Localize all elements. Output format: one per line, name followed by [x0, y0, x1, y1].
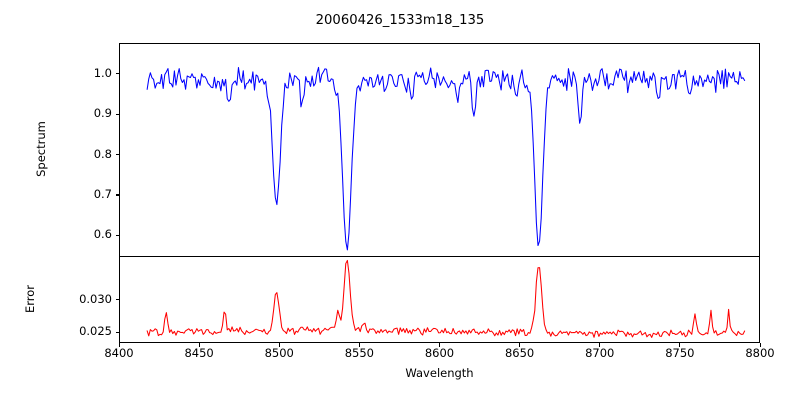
tick-mark: [599, 343, 601, 347]
y-tick-spectrum-0.6: 0.6: [93, 227, 112, 242]
x-tick-8550: 8550: [344, 346, 375, 360]
x-tick-8700: 8700: [585, 346, 615, 360]
y-tick-spectrum-0.9: 0.9: [93, 106, 112, 121]
error-series-line: [146, 259, 746, 338]
tick-mark: [198, 343, 200, 347]
tick-mark: [115, 234, 119, 236]
tick-mark: [519, 343, 521, 347]
tick-mark: [115, 299, 119, 301]
x-axis-label: Wavelength: [405, 366, 474, 380]
x-tick-8400: 8400: [104, 346, 134, 360]
tick-mark: [115, 73, 119, 75]
tick-mark: [358, 343, 360, 347]
tick-mark: [115, 113, 119, 115]
spectrum-panel: [119, 43, 760, 257]
tick-mark: [115, 331, 119, 333]
x-tick-8600: 8600: [424, 346, 455, 360]
y-axis-label-error: Error: [23, 284, 37, 314]
y-tick-spectrum-1.0: 1.0: [93, 65, 112, 80]
spectrum-series-line: [146, 66, 746, 251]
tick-mark: [115, 194, 119, 196]
x-tick-8650: 8650: [504, 346, 535, 360]
tick-mark: [118, 343, 120, 347]
x-tick-8500: 8500: [264, 346, 294, 360]
tick-mark: [439, 343, 441, 347]
y-tick-error-0.030: 0.030: [79, 291, 112, 306]
error-panel: [119, 256, 760, 343]
tick-mark: [679, 343, 681, 347]
tick-mark: [115, 154, 119, 156]
x-tick-8800: 8800: [745, 346, 775, 360]
tick-mark: [759, 343, 761, 347]
page-title: 20060426_1533m18_135: [315, 13, 485, 28]
tick-mark: [278, 343, 280, 347]
error-plot-area: [146, 259, 746, 338]
x-tick-8450: 8450: [184, 346, 214, 360]
spectrum-plot-area: [146, 66, 746, 251]
y-axis-label-spectrum: Spectrum: [34, 121, 48, 177]
y-tick-spectrum-0.8: 0.8: [93, 146, 112, 161]
y-tick-spectrum-0.7: 0.7: [93, 186, 112, 201]
y-tick-error-0.025: 0.025: [79, 324, 112, 339]
x-tick-8750: 8750: [665, 346, 695, 360]
